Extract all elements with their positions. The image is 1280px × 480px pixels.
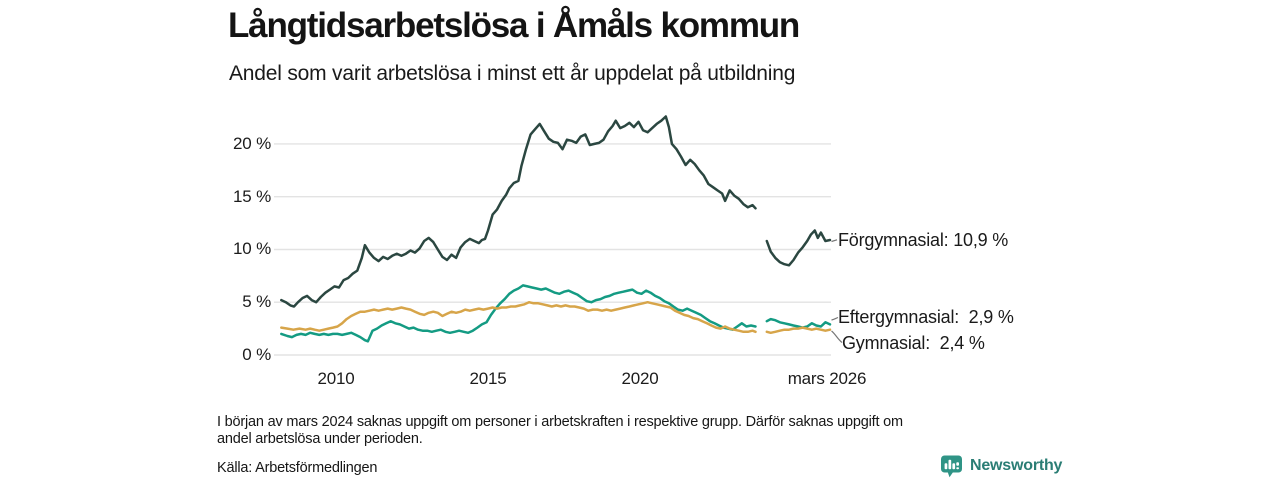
connector-gymnasial-line xyxy=(831,330,843,343)
footnote: I början av mars 2024 saknas uppgift om … xyxy=(217,414,1057,447)
series-label-eftergymnasial: Eftergymnasial: 2,9 % xyxy=(838,307,1014,327)
footnote-line-2: andel arbetslösa under perioden. xyxy=(217,430,423,447)
y-tick-label: 20 % xyxy=(233,133,271,153)
x-tick-label: 2010 xyxy=(317,369,355,388)
series-label-forgymnasial: Förgymnasial: 10,9 % xyxy=(838,230,1009,250)
y-tick-label: 15 % xyxy=(233,186,271,206)
page-subtitle: Andel som varit arbetslösa i minst ett å… xyxy=(229,62,796,85)
footnote-line-1: I början av mars 2024 saknas uppgift om … xyxy=(217,414,903,430)
series-label-gymnasial: Gymnasial: 2,4 % xyxy=(842,333,985,353)
x-tick-label: 2020 xyxy=(621,369,659,388)
series-lines xyxy=(280,115,832,343)
page-title: Långtidsarbetslösa i Åmåls kommun xyxy=(228,6,800,45)
x-tick-label: 2015 xyxy=(469,369,507,388)
connector-forgymnasial-line xyxy=(831,239,838,243)
y-tick-label: 5 % xyxy=(242,292,271,312)
label-connectors xyxy=(831,239,843,343)
newsworthy-wordmark: Newsworthy xyxy=(970,457,1063,474)
y-tick-label: 10 % xyxy=(233,239,271,259)
y-tick-label: 0 % xyxy=(242,345,271,364)
newsworthy-chart-bubble-icon xyxy=(941,455,962,478)
newsworthy-branding: Newsworthy xyxy=(940,454,1062,478)
gridlines xyxy=(274,143,831,356)
x-tick-label: mars 2026 xyxy=(787,369,867,388)
connector-eftergymnasial-line xyxy=(831,316,839,321)
source-credit: Källa: Arbetsförmedlingen xyxy=(217,460,378,476)
